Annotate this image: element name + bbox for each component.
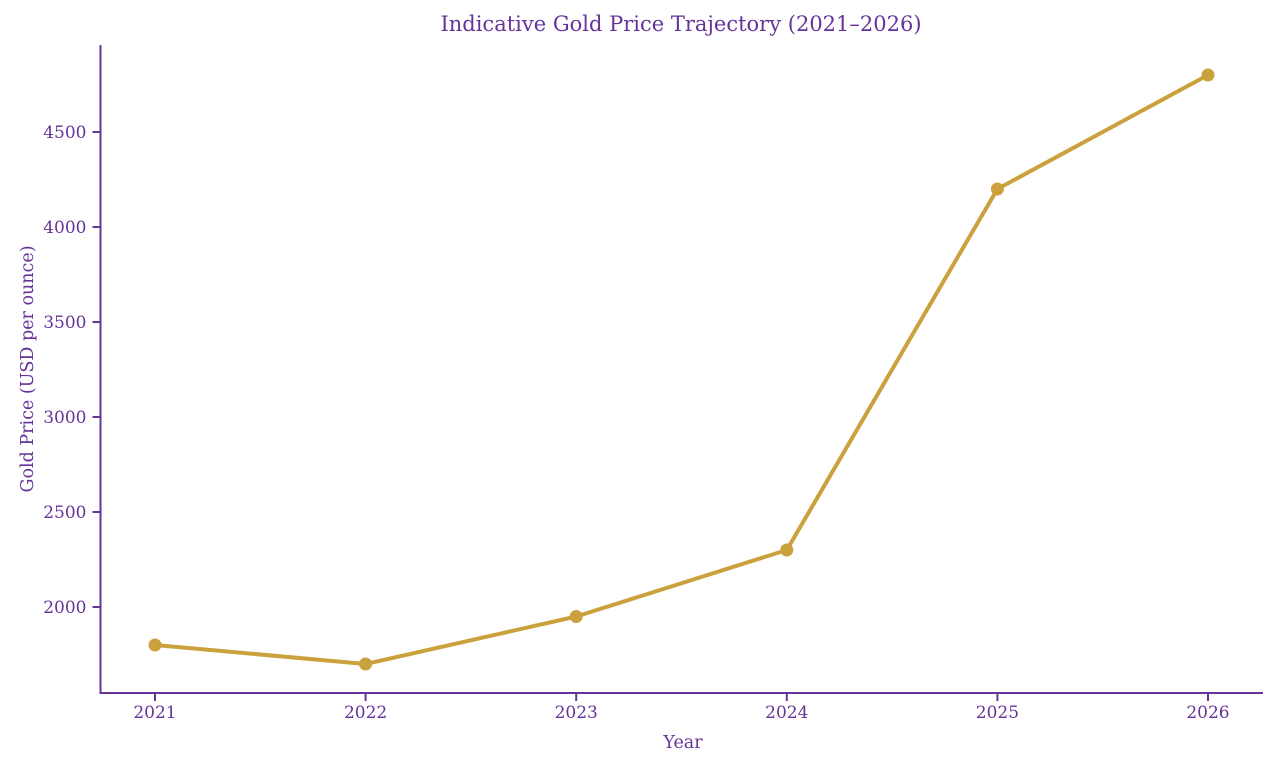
x-tick-label: 2022 xyxy=(344,703,387,723)
y-tick-label: 3000 xyxy=(43,408,86,428)
y-tick-label: 3500 xyxy=(43,313,86,333)
axis-ticks: 2000 2500 3000 3500 4000 4500 2021 2022 2023 2024… xyxy=(43,123,1229,723)
x-tick-label: 2021 xyxy=(133,703,176,723)
y-axis-label: Gold Price (USD per ounce) xyxy=(18,245,38,492)
data-point-marker xyxy=(1201,68,1215,82)
y-tick-label: 4500 xyxy=(43,123,86,143)
x-tick-label: 2026 xyxy=(1186,703,1229,723)
data-point-marker xyxy=(569,610,583,623)
y-tick-label: 4000 xyxy=(43,218,86,238)
data-point-marker xyxy=(780,543,794,557)
axes-spines xyxy=(99,45,1263,694)
x-tick-label: 2025 xyxy=(976,703,1019,723)
x-tick-label: 2024 xyxy=(765,703,808,723)
data-point-marker xyxy=(990,182,1004,196)
x-tick-label: 2023 xyxy=(555,703,598,723)
data-point-marker xyxy=(148,638,162,652)
y-tick-label: 2500 xyxy=(43,503,86,523)
chart-title: Indicative Gold Price Trajectory (2021–2… xyxy=(440,12,921,36)
data-point-marker xyxy=(359,657,373,671)
y-tick-label: 2000 xyxy=(43,598,86,618)
x-axis-label: Year xyxy=(662,733,703,753)
gold-price-line xyxy=(153,73,1210,666)
gold-price-series xyxy=(148,68,1215,671)
